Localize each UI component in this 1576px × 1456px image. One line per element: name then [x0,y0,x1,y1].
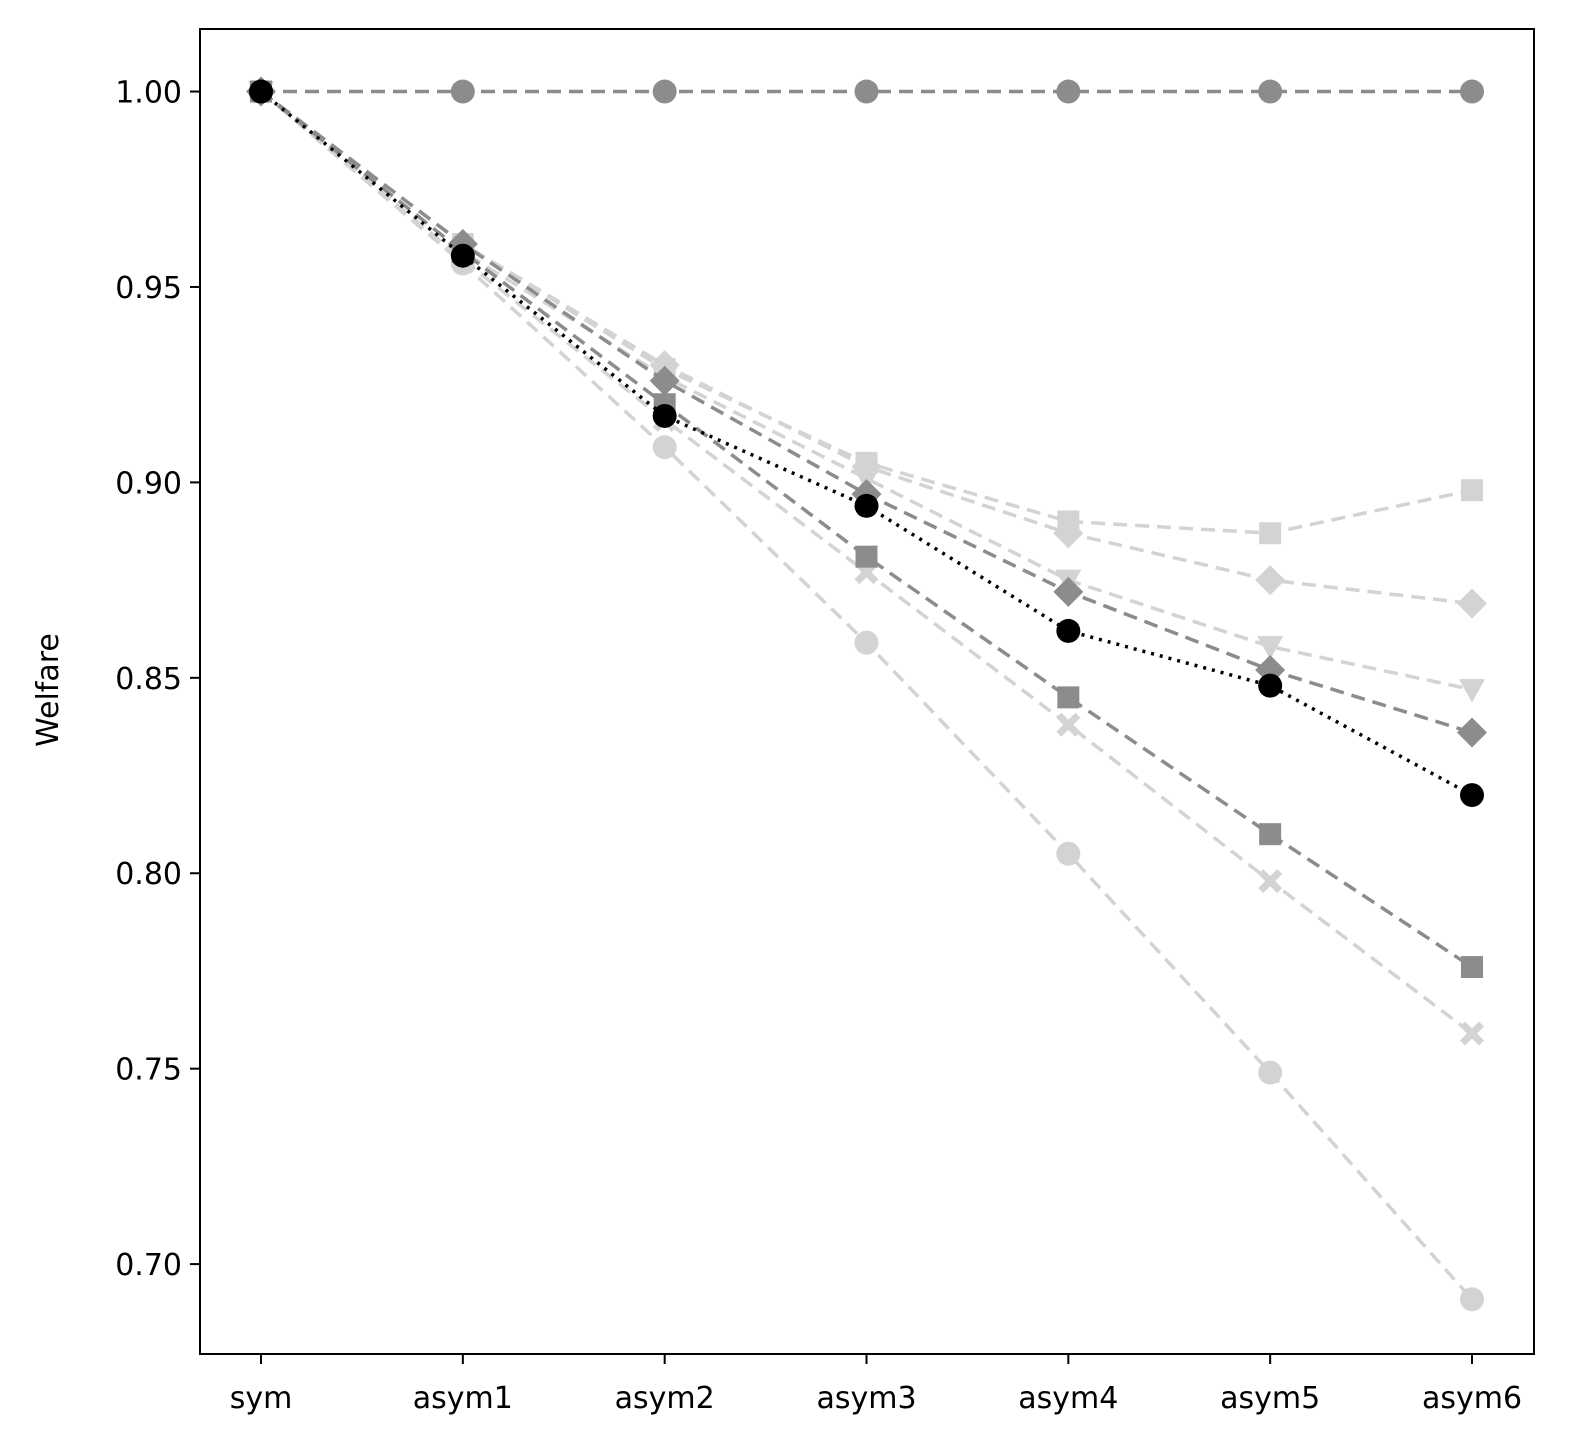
data-point-circle [1056,79,1081,104]
data-point-square [1461,479,1483,502]
data-point-circle [1460,79,1484,104]
data-point-square [855,451,878,474]
x-tick-label: asym4 [1018,1381,1118,1416]
data-point-x [1258,869,1283,894]
x-tick-label: sym [230,1381,293,1416]
data-point-square [1259,522,1282,545]
data-point-x [1460,1021,1484,1046]
data-point-circle [450,79,475,104]
data-point-circle [1460,783,1484,808]
x-tick-label: asym3 [816,1381,916,1416]
data-point-square [1259,823,1282,846]
data-point-circle [854,79,879,104]
data-point-x [1056,712,1081,737]
data-point-diamond [649,365,680,396]
data-point-circle [249,79,273,104]
y-axis-label: Welfare [31,633,66,747]
axis-layer: sym asym1 asym2 asym3 asym4 asym5 asym6 0.70 0.7… [115,76,1522,1416]
x-tick-label: asym1 [413,1381,513,1416]
x-tick-label: asym2 [615,1381,715,1416]
data-point-circle [854,630,879,655]
x-tick-label: asym5 [1220,1381,1320,1416]
data-point-circle [652,79,677,104]
data-point-triangle-down [1257,636,1284,660]
x-tick-label: asym6 [1422,1381,1522,1416]
y-tick-label: 0.80 [115,857,182,892]
data-point-circle [1258,79,1283,104]
data-point-circle [1258,1060,1283,1085]
data-point-square [855,545,878,568]
data-point-circle [1056,841,1081,866]
y-tick-label: 0.85 [115,662,182,697]
y-tick-label: 1.00 [115,76,182,111]
y-tick-label: 0.90 [115,466,182,501]
data-point-circle [652,435,677,460]
data-point-circle [1460,1287,1484,1312]
data-point-square [1057,686,1080,709]
data-point-square [1057,510,1080,533]
data-point-circle [854,493,879,518]
series-9 [249,79,1484,808]
data-point-diamond [1255,565,1286,596]
data-point-diamond [1457,588,1487,619]
data-point-diamond [1053,576,1084,607]
y-tick-label: 0.95 [115,271,182,306]
data-point-circle [1258,673,1283,698]
data-point-square [1461,956,1483,979]
series-layer [246,76,1487,1312]
y-tick-label: 0.70 [115,1248,182,1283]
data-point-circle [1056,618,1081,643]
y-tick-label: 0.75 [115,1053,182,1088]
data-point-circle [652,403,677,428]
data-point-triangle-down [1459,679,1485,703]
data-point-diamond [1457,717,1487,748]
series-6 [249,79,1484,104]
data-point-circle [450,243,475,268]
